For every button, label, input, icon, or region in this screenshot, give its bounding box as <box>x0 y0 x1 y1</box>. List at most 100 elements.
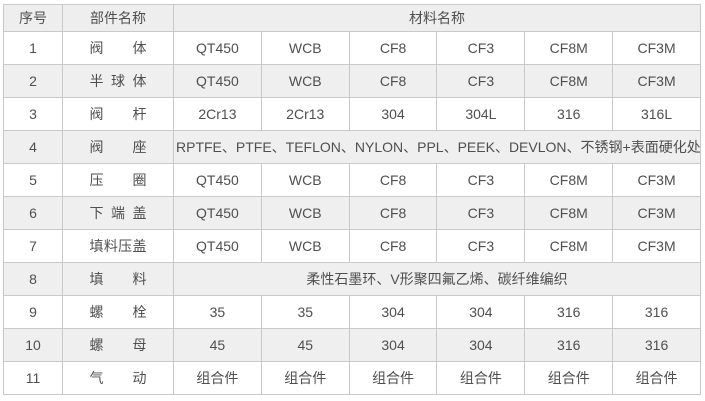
row-no-cell: 11 <box>3 361 63 395</box>
row-no-cell: 4 <box>3 130 63 164</box>
table-row: 1 阀体 QT450 WCB CF8 CF3 CF8M CF3M <box>3 31 701 65</box>
table-row: 7 填料压盖 QT450 WCB CF8 CF3 CF8M CF3M <box>3 229 701 263</box>
material-cell: 45 <box>260 328 350 362</box>
material-cell: CF8M <box>524 31 614 65</box>
table-row: 8 填料 柔性石墨环、V形聚四氟乙烯、碳纤维编织 <box>3 262 701 296</box>
material-cell: CF8 <box>348 229 438 263</box>
part-name-label: 螺母 <box>89 337 147 353</box>
material-cell: QT450 <box>173 196 262 230</box>
part-name-cell: 螺母 <box>62 328 174 362</box>
material-cell: 316 <box>612 328 701 362</box>
part-name-cell: 阀座 <box>62 130 174 164</box>
part-name-cell: 压圈 <box>62 163 174 197</box>
part-name-label: 填料 <box>89 271 147 287</box>
material-cell: 组合件 <box>612 361 701 395</box>
part-name-label: 阀杆 <box>89 106 147 122</box>
part-name-label: 阀座 <box>89 139 147 155</box>
row-no-cell: 3 <box>3 97 63 131</box>
table-row: 10 螺母 45 45 304 304 316 316 <box>3 328 701 362</box>
table-row: 2 半球体 QT450 WCB CF8 CF3 CF8M CF3M <box>3 64 701 98</box>
material-cell: CF3 <box>436 229 526 263</box>
material-cell: WCB <box>260 64 350 98</box>
part-name-label: 螺栓 <box>89 304 147 320</box>
part-name-label: 填料压盖 <box>89 238 147 254</box>
row-no-cell: 9 <box>3 295 63 329</box>
material-cell: 2Cr13 <box>260 97 350 131</box>
material-cell: 35 <box>173 295 262 329</box>
material-cell: 组合件 <box>260 361 350 395</box>
table-row: 4 阀座 RPTFE、PTFE、TEFLON、NYLON、PPL、PEEK、DE… <box>3 130 701 164</box>
part-name-cell: 阀杆 <box>62 97 174 131</box>
table-row: 9 螺栓 35 35 304 304 316 316 <box>3 295 701 329</box>
material-cell: CF8M <box>524 196 614 230</box>
part-name-cell: 阀体 <box>62 31 174 65</box>
material-cell: QT450 <box>173 163 262 197</box>
material-cell: 组合件 <box>173 361 262 395</box>
material-cell: 45 <box>173 328 262 362</box>
material-cell: 304 <box>348 97 438 131</box>
material-cell: 304 <box>436 295 526 329</box>
table-row: 11 气动 组合件 组合件 组合件 组合件 组合件 组合件 <box>3 361 701 395</box>
part-name-cell: 气动 <box>62 361 174 395</box>
material-cell: 316 <box>612 295 701 329</box>
material-cell: CF8M <box>524 229 614 263</box>
material-span-cell: RPTFE、PTFE、TEFLON、NYLON、PPL、PEEK、DEVLON、… <box>173 130 701 164</box>
material-cell: CF8 <box>348 163 438 197</box>
header-no: 序号 <box>3 4 63 32</box>
row-no-cell: 2 <box>3 64 63 98</box>
table-row: 5 压圈 QT450 WCB CF8 CF3 CF8M CF3M <box>3 163 701 197</box>
row-no-cell: 8 <box>3 262 63 296</box>
material-cell: CF3 <box>436 163 526 197</box>
material-cell: 304 <box>348 328 438 362</box>
material-cell: QT450 <box>173 31 262 65</box>
row-no-cell: 10 <box>3 328 63 362</box>
material-cell: 304 <box>436 328 526 362</box>
part-name-label: 气动 <box>89 370 147 386</box>
part-name-cell: 填料 <box>62 262 174 296</box>
header-part-name: 部件名称 <box>62 4 174 32</box>
material-cell: CF3M <box>612 196 701 230</box>
material-cell: CF3M <box>612 163 701 197</box>
material-cell: CF3M <box>612 229 701 263</box>
table-row: 3 阀杆 2Cr13 2Cr13 304 304L 316 316L <box>3 97 701 131</box>
material-cell: 316 <box>524 97 614 131</box>
material-cell: CF3 <box>436 64 526 98</box>
material-cell: 304 <box>348 295 438 329</box>
material-cell: WCB <box>260 196 350 230</box>
material-cell: 316 <box>524 295 614 329</box>
table-row: 6 下端盖 QT450 WCB CF8 CF3 CF8M CF3M <box>3 196 701 230</box>
material-cell: CF3M <box>612 31 701 65</box>
materials-table: 序号 部件名称 材料名称 1 阀体 QT450 WCB CF8 CF3 CF8M… <box>3 4 701 395</box>
material-cell: 组合件 <box>436 361 526 395</box>
part-name-label: 压圈 <box>89 172 147 188</box>
material-span-cell: 柔性石墨环、V形聚四氟乙烯、碳纤维编织 <box>173 262 701 296</box>
part-name-cell: 螺栓 <box>62 295 174 329</box>
material-cell: 组合件 <box>348 361 438 395</box>
material-cell: CF3 <box>436 196 526 230</box>
material-cell: WCB <box>260 31 350 65</box>
material-cell: QT450 <box>173 64 262 98</box>
material-cell: WCB <box>260 163 350 197</box>
header-row: 序号 部件名称 材料名称 <box>3 4 701 32</box>
material-cell: CF8 <box>348 31 438 65</box>
material-cell: 2Cr13 <box>173 97 262 131</box>
material-cell: CF8 <box>348 196 438 230</box>
material-cell: WCB <box>260 229 350 263</box>
material-cell: CF8M <box>524 163 614 197</box>
row-no-cell: 5 <box>3 163 63 197</box>
material-cell: CF8M <box>524 64 614 98</box>
material-cell: 组合件 <box>524 361 614 395</box>
material-cell: 35 <box>260 295 350 329</box>
material-cell: CF3 <box>436 31 526 65</box>
material-cell: 316 <box>524 328 614 362</box>
part-name-label: 半球体 <box>89 73 147 89</box>
material-cell: 304L <box>436 97 526 131</box>
row-no-cell: 6 <box>3 196 63 230</box>
part-name-cell: 半球体 <box>62 64 174 98</box>
part-name-cell: 下端盖 <box>62 196 174 230</box>
part-name-label: 阀体 <box>89 40 147 56</box>
part-name-label: 下端盖 <box>89 205 147 221</box>
row-no-cell: 1 <box>3 31 63 65</box>
part-name-cell: 填料压盖 <box>62 229 174 263</box>
